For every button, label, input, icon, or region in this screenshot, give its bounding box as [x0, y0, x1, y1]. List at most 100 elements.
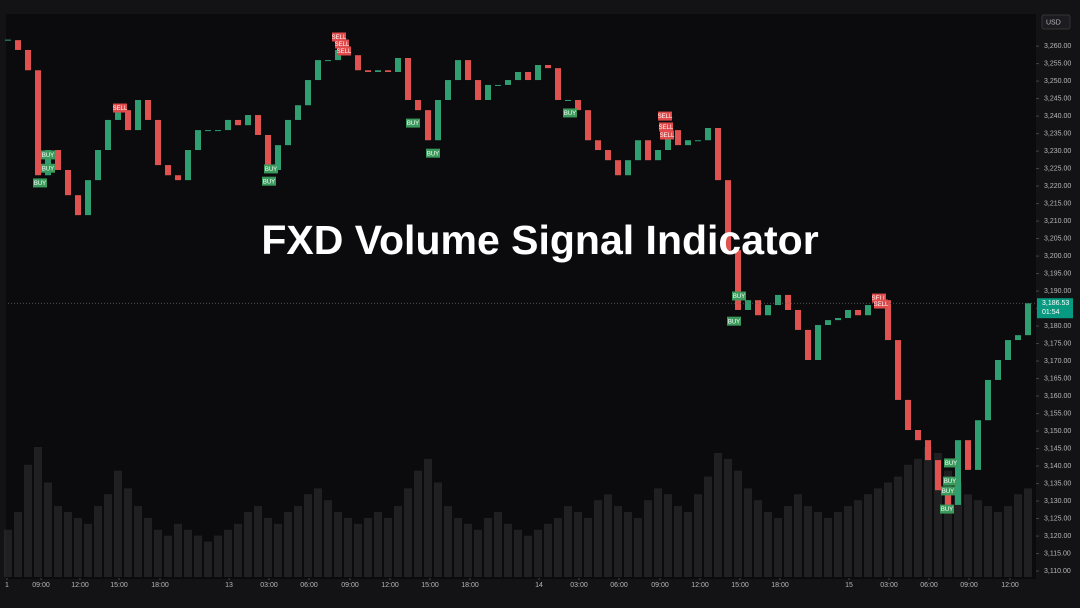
signal-box	[335, 39, 349, 49]
y-tick-label: 3,210.00	[1044, 218, 1071, 225]
candle	[665, 130, 671, 151]
volume-bar	[184, 529, 192, 577]
candle	[225, 119, 231, 131]
signal-label: BUY	[263, 179, 275, 185]
candle	[635, 140, 641, 161]
volume-bar	[454, 517, 462, 577]
volume-bar	[174, 523, 182, 577]
volume-bar	[654, 488, 662, 577]
candle	[15, 40, 21, 50]
candle	[295, 105, 301, 120]
volume-bar	[514, 529, 522, 577]
signal-box	[337, 46, 351, 56]
volume-bar	[484, 517, 492, 577]
candle	[985, 379, 991, 421]
volume-bar	[364, 517, 372, 577]
signal-label: SELL	[113, 106, 128, 112]
currency-box	[1041, 14, 1071, 30]
volume-bar	[674, 506, 682, 577]
volume-bar	[504, 523, 512, 577]
y-tick-label: 3,215.00	[1044, 200, 1071, 207]
y-tick-label: 3,145.00	[1044, 445, 1071, 452]
volume-bar	[374, 512, 382, 577]
candle	[845, 309, 851, 319]
candle	[895, 340, 901, 400]
signal-label: BUY	[42, 166, 54, 172]
volume-bar	[834, 512, 842, 577]
candle	[835, 318, 841, 321]
volume-bar	[924, 447, 932, 577]
volume-bar	[4, 529, 12, 577]
volume-bar	[334, 512, 342, 577]
candle	[325, 60, 331, 62]
volume-bar	[204, 541, 212, 577]
countdown: 01:54	[1042, 309, 1060, 316]
candle	[195, 130, 201, 151]
signal-label: SELL	[874, 302, 889, 308]
candle	[545, 64, 551, 69]
x-tick-label: 18:00	[461, 582, 479, 589]
volume-bar	[214, 535, 222, 577]
y-tick-label: 3,160.00	[1044, 393, 1071, 400]
candle	[55, 150, 61, 170]
candle	[715, 127, 721, 181]
x-tick-label: 14	[535, 582, 543, 589]
x-tick-label: 06:00	[610, 582, 628, 589]
x-tick-label: 06:00	[300, 582, 318, 589]
signal-label: BUY	[407, 121, 419, 127]
y-tick-label: 3,230.00	[1044, 148, 1071, 155]
volume-bar	[244, 512, 252, 577]
x-tick-label: 03:00	[570, 582, 588, 589]
candle	[415, 99, 421, 111]
candle	[425, 110, 431, 141]
candle	[435, 99, 441, 141]
candle	[815, 325, 821, 361]
candle	[105, 119, 111, 151]
signal-label: SELL	[659, 125, 674, 131]
x-tick-label: 12:00	[691, 582, 709, 589]
volume-bar	[634, 517, 642, 577]
candle	[255, 115, 261, 135]
signal-box	[727, 316, 741, 326]
candle	[855, 309, 861, 316]
volume-bar	[904, 464, 912, 577]
volume-bar	[584, 517, 592, 577]
candle	[395, 57, 401, 72]
candle	[705, 127, 711, 141]
x-tick-label: 15:00	[421, 582, 439, 589]
candle	[235, 119, 241, 126]
volume-bar	[444, 506, 452, 577]
volume-bar	[684, 512, 692, 577]
candle	[455, 60, 461, 81]
candle	[515, 71, 521, 81]
signal-label: BUY	[34, 181, 46, 187]
volume-bar	[854, 500, 862, 577]
volume-bar	[534, 529, 542, 577]
candle	[265, 134, 271, 170]
volume-bar	[774, 517, 782, 577]
volume-layer	[4, 447, 1032, 577]
volume-bar	[664, 494, 672, 577]
volume-bar	[594, 500, 602, 577]
y-tick-label: 3,250.00	[1044, 78, 1071, 85]
x-tick-label: 03:00	[260, 582, 278, 589]
candle	[935, 460, 941, 491]
volume-bar	[44, 482, 52, 577]
candle	[675, 130, 681, 146]
volume-bar	[474, 529, 482, 577]
signal-box	[563, 108, 577, 118]
signal-label: BUY	[942, 489, 954, 495]
candle	[75, 195, 81, 216]
candle	[355, 55, 361, 71]
candle	[135, 99, 141, 131]
volume-bar	[894, 476, 902, 577]
x-tick-label: 18:00	[151, 582, 169, 589]
x-tick-label: 03:00	[880, 582, 898, 589]
candle	[525, 71, 531, 81]
y-tick-label: 3,200.00	[1044, 253, 1071, 260]
volume-bar	[764, 512, 772, 577]
volume-bar	[74, 517, 82, 577]
candle	[905, 399, 911, 431]
y-tick-label: 3,135.00	[1044, 480, 1071, 487]
volume-bar	[404, 488, 412, 577]
